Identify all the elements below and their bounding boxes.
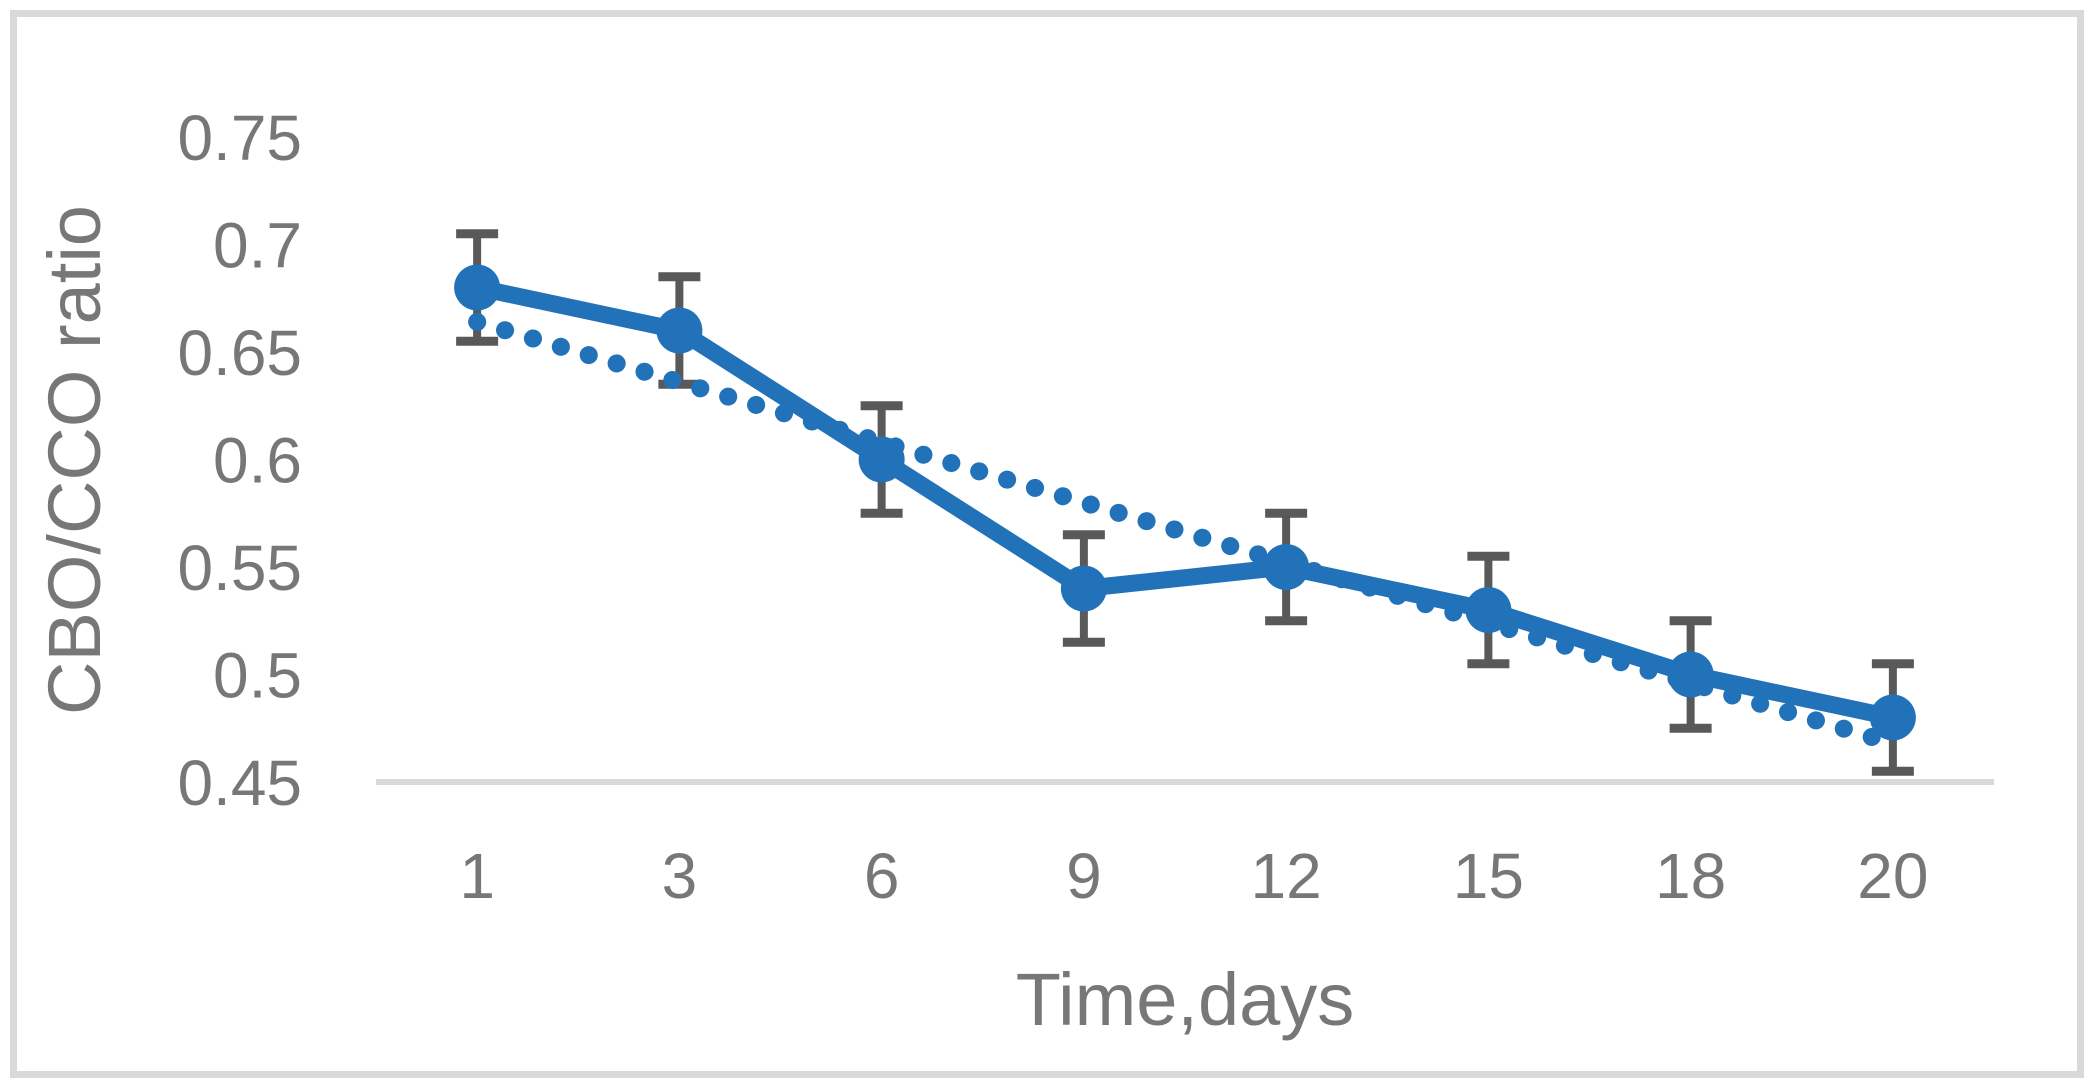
y-tick-label: 0.7	[213, 210, 302, 282]
x-tick-label: 1	[459, 840, 495, 912]
data-point-marker	[1060, 565, 1107, 612]
series-line	[468, 279, 1902, 726]
y-tick-label: 0.55	[177, 532, 302, 604]
data-point-marker	[454, 264, 501, 311]
x-tick-label: 12	[1251, 840, 1322, 912]
data-point-marker	[858, 436, 905, 483]
plot-area: 0.75 0.7 0.65 0.6 0.55 0.5 0.45 1 3 6 9 12 15 18 20	[177, 102, 1928, 912]
data-point-marker	[1667, 651, 1714, 698]
x-tick-label: 6	[864, 840, 900, 912]
data-point-marker	[656, 307, 703, 354]
y-tick-label: 0.45	[177, 747, 302, 819]
x-tick-label: 3	[662, 840, 698, 912]
x-tick-label: 20	[1857, 840, 1928, 912]
y-tick-label: 0.6	[213, 425, 302, 497]
chart-frame-border	[10, 10, 2084, 1078]
trendline-dotted	[468, 312, 1902, 753]
y-tick-label: 0.5	[213, 640, 302, 712]
x-tick-label: 9	[1066, 840, 1102, 912]
data-point-marker	[1263, 544, 1310, 590]
y-tick-label: 0.75	[177, 102, 302, 174]
y-axis-title: CBO/CCO ratio	[33, 205, 116, 715]
data-point-marker	[1465, 587, 1512, 633]
x-tick-label: 18	[1655, 840, 1726, 912]
x-tick-label: 15	[1453, 840, 1524, 912]
data-point-marker	[1869, 694, 1916, 741]
x-axis-title: Time,days	[1016, 958, 1355, 1041]
y-tick-label: 0.65	[177, 317, 302, 389]
